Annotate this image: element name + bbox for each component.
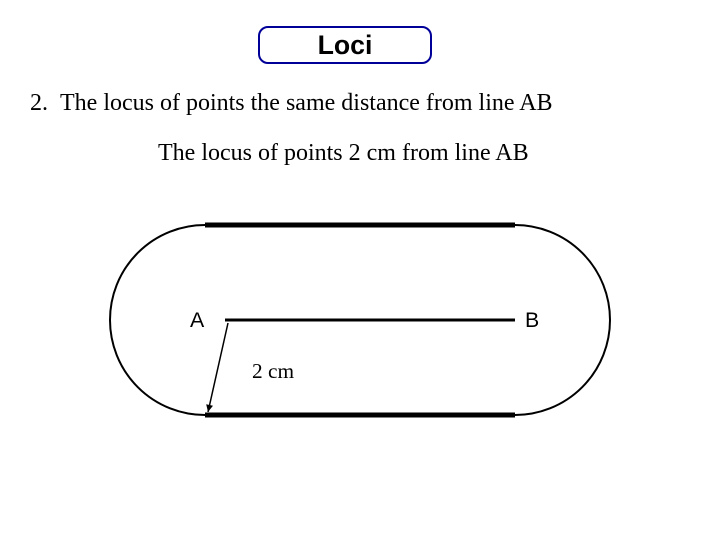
radius-arrow-line [208,323,228,412]
label-a: A [190,308,205,332]
radius-arrow-head [206,404,213,412]
label-b: B [525,308,539,332]
locus-diagram: A B 2 cm [0,0,720,540]
label-2cm: 2 cm [252,359,294,383]
